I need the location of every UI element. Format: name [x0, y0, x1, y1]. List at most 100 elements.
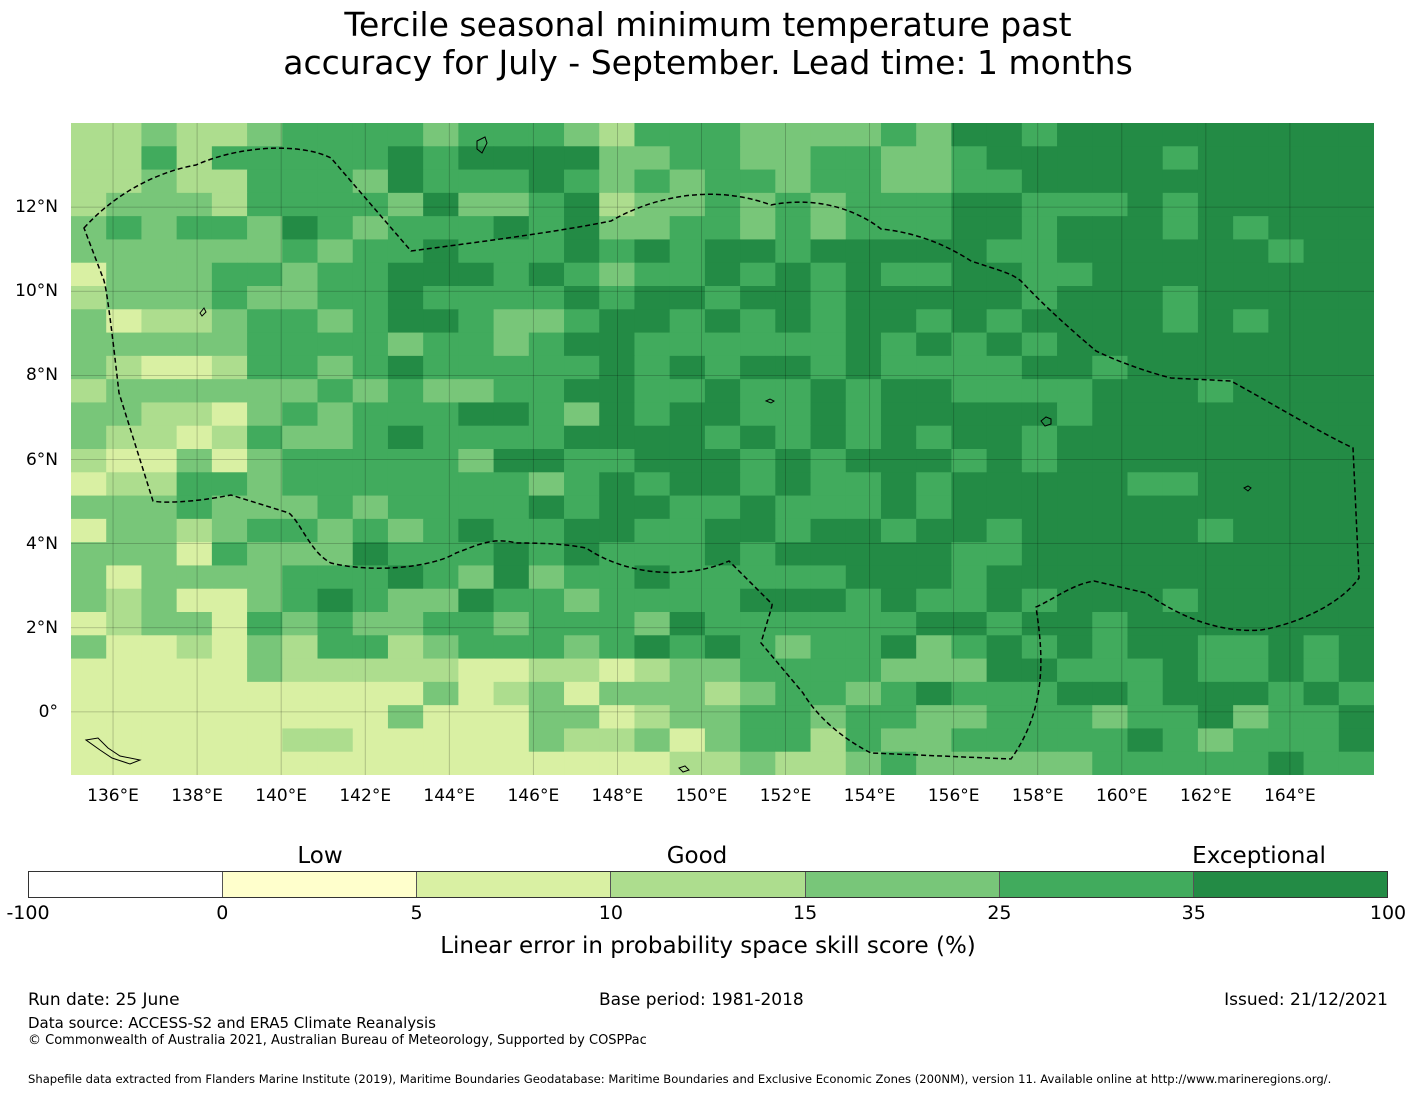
skill-cell: [1127, 495, 1164, 520]
skill-cell: [458, 728, 495, 753]
skill-cell: [1021, 565, 1058, 590]
skill-cell: [986, 728, 1023, 753]
skill-cell: [1127, 123, 1164, 147]
skill-cell: [211, 402, 248, 427]
skill-cell: [1057, 216, 1093, 240]
skill-cell: [493, 658, 530, 683]
skill-cell: [211, 425, 248, 450]
skill-cell: [1197, 542, 1234, 566]
skill-cell: [106, 355, 142, 380]
colorbar-axis-label: Linear error in probability space skill …: [440, 933, 976, 959]
skill-cell: [247, 635, 283, 660]
skill-cell: [740, 216, 776, 240]
skill-cell: [71, 751, 107, 775]
skill-cell: [951, 635, 988, 660]
skill-cell: [599, 192, 635, 217]
colorbar-tick-label: -100: [6, 902, 50, 924]
skill-cell: [1162, 169, 1199, 194]
skill-cell: [1092, 705, 1128, 729]
run-date: Run date: 25 June: [28, 990, 180, 1010]
skill-cell: [986, 332, 1023, 357]
skill-cell: [458, 192, 495, 217]
skill-cell: [669, 309, 706, 334]
skill-cell: [1162, 123, 1199, 147]
skill-cell: [1092, 355, 1128, 380]
skill-cell: [387, 518, 424, 543]
skill-cell: [986, 518, 1023, 543]
skill-cell: [1197, 658, 1234, 683]
skill-cell: [176, 425, 213, 450]
skill-cell: [845, 658, 882, 683]
skill-cell: [1092, 449, 1128, 473]
skill-cell: [1197, 495, 1234, 520]
colorbar-segment: [999, 872, 1194, 897]
skill-cell: [211, 751, 248, 775]
skill-cell: [740, 123, 776, 147]
skill-cell: [211, 146, 248, 171]
skill-cell: [986, 146, 1023, 171]
skill-cell: [141, 332, 178, 357]
skill-cell: [634, 565, 671, 590]
skill-cell: [880, 355, 917, 380]
skill-cell: [951, 262, 988, 287]
skill-cell: [845, 495, 882, 520]
skill-cell: [775, 286, 812, 310]
skill-cell: [1127, 518, 1164, 543]
skill-cell: [845, 309, 882, 334]
skill-cell: [775, 309, 812, 334]
skill-cell: [704, 612, 741, 636]
manus-island: [678, 765, 690, 773]
skill-cell: [423, 355, 459, 380]
skill-cell: [1303, 472, 1340, 497]
skill-cell: [986, 681, 1023, 706]
kosrae-island: [1243, 485, 1252, 492]
skill-cell: [352, 262, 389, 287]
skill-cell: [106, 169, 142, 194]
skill-cell: [1268, 588, 1305, 613]
skill-cell: [704, 681, 741, 706]
skill-cell: [669, 495, 706, 520]
skill-cell: [352, 123, 389, 147]
skill-cell: [1057, 635, 1093, 660]
skill-cell: [1162, 216, 1199, 240]
skill-cell: [71, 379, 107, 403]
skill-cell: [282, 518, 319, 543]
skill-cell: [458, 146, 495, 171]
skill-cell: [986, 449, 1023, 473]
skill-cell: [458, 751, 495, 775]
skill-cell: [211, 449, 248, 473]
skill-cell: [986, 495, 1023, 520]
skill-cell: [634, 449, 671, 473]
skill-cell: [1268, 518, 1305, 543]
skill-cell: [599, 239, 635, 264]
skill-cell: [1338, 449, 1374, 473]
skill-cell: [211, 565, 248, 590]
skill-cell: [1197, 146, 1234, 171]
skill-cell: [564, 379, 600, 403]
skill-cell: [634, 146, 671, 171]
skill-cell: [247, 169, 283, 194]
skill-cell: [141, 565, 178, 590]
skill-cell: [423, 728, 459, 753]
skill-cell: [1268, 495, 1305, 520]
skill-cell: [71, 588, 107, 613]
skill-cell: [951, 239, 988, 264]
skill-cell: [1162, 658, 1199, 683]
eez-boundary: [83, 147, 1360, 760]
longitude-tick-label: 164°E: [1264, 786, 1316, 806]
skill-cell: [599, 751, 635, 775]
skill-cell: [1057, 542, 1093, 566]
skill-cell: [211, 681, 248, 706]
latitude-tick-label: 10°N: [15, 281, 58, 302]
skill-cell: [564, 449, 600, 473]
guam-island: [476, 136, 488, 154]
skill-cell: [1092, 565, 1128, 590]
category-label-exceptional: Exceptional: [1192, 843, 1326, 869]
skill-cell: [317, 635, 354, 660]
skill-cell: [1338, 216, 1374, 240]
skill-cell: [1233, 681, 1269, 706]
skill-cell: [1021, 402, 1058, 427]
skill-cell: [916, 169, 952, 194]
skill-cell: [1268, 449, 1305, 473]
skill-cell: [1162, 495, 1199, 520]
